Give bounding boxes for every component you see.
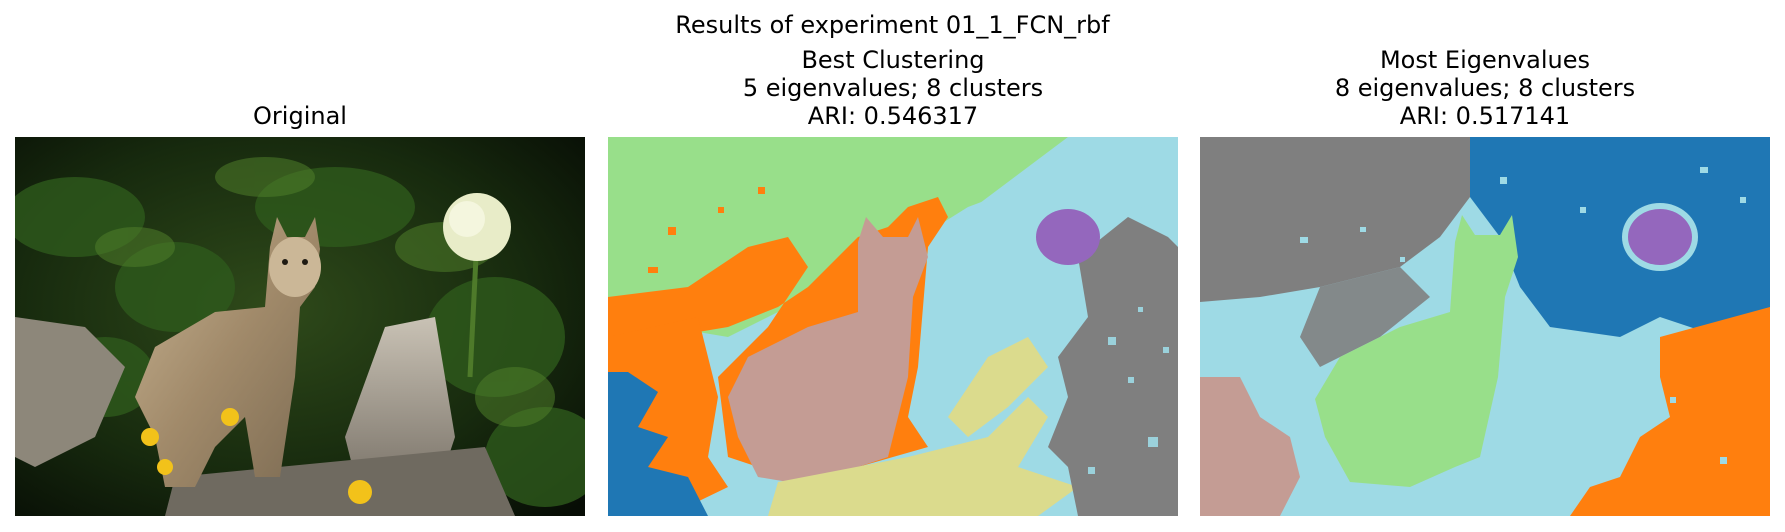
most-title-line-3: ARI: 0.517141: [1399, 102, 1571, 130]
most-eigenvalues-panel-title: Most Eigenvalues 8 eigenvalues; 8 cluste…: [1200, 46, 1770, 130]
most-title-line-2: 8 eigenvalues; 8 clusters: [1334, 74, 1636, 102]
best-title-line-1: Best Clustering: [801, 46, 985, 74]
best-clustering-panel-title: Best Clustering 5 eigenvalues; 8 cluster…: [608, 46, 1178, 130]
figure-title: Results of experiment 01_1_FCN_rbf: [675, 11, 1110, 39]
original-panel-title: Original: [15, 102, 585, 130]
best-title-line-3: ARI: 0.546317: [807, 102, 979, 130]
original-image: [15, 137, 585, 516]
most-eigenvalues-canvas: [1200, 137, 1770, 516]
most-eigenvalues-image: [1200, 137, 1770, 516]
original-title-line: Original: [253, 102, 347, 130]
most-title-line-1: Most Eigenvalues: [1379, 46, 1591, 74]
best-title-line-2: 5 eigenvalues; 8 clusters: [742, 74, 1044, 102]
original-image-canvas: [15, 137, 585, 516]
best-clustering-canvas: [608, 137, 1178, 516]
best-clustering-image: [608, 137, 1178, 516]
